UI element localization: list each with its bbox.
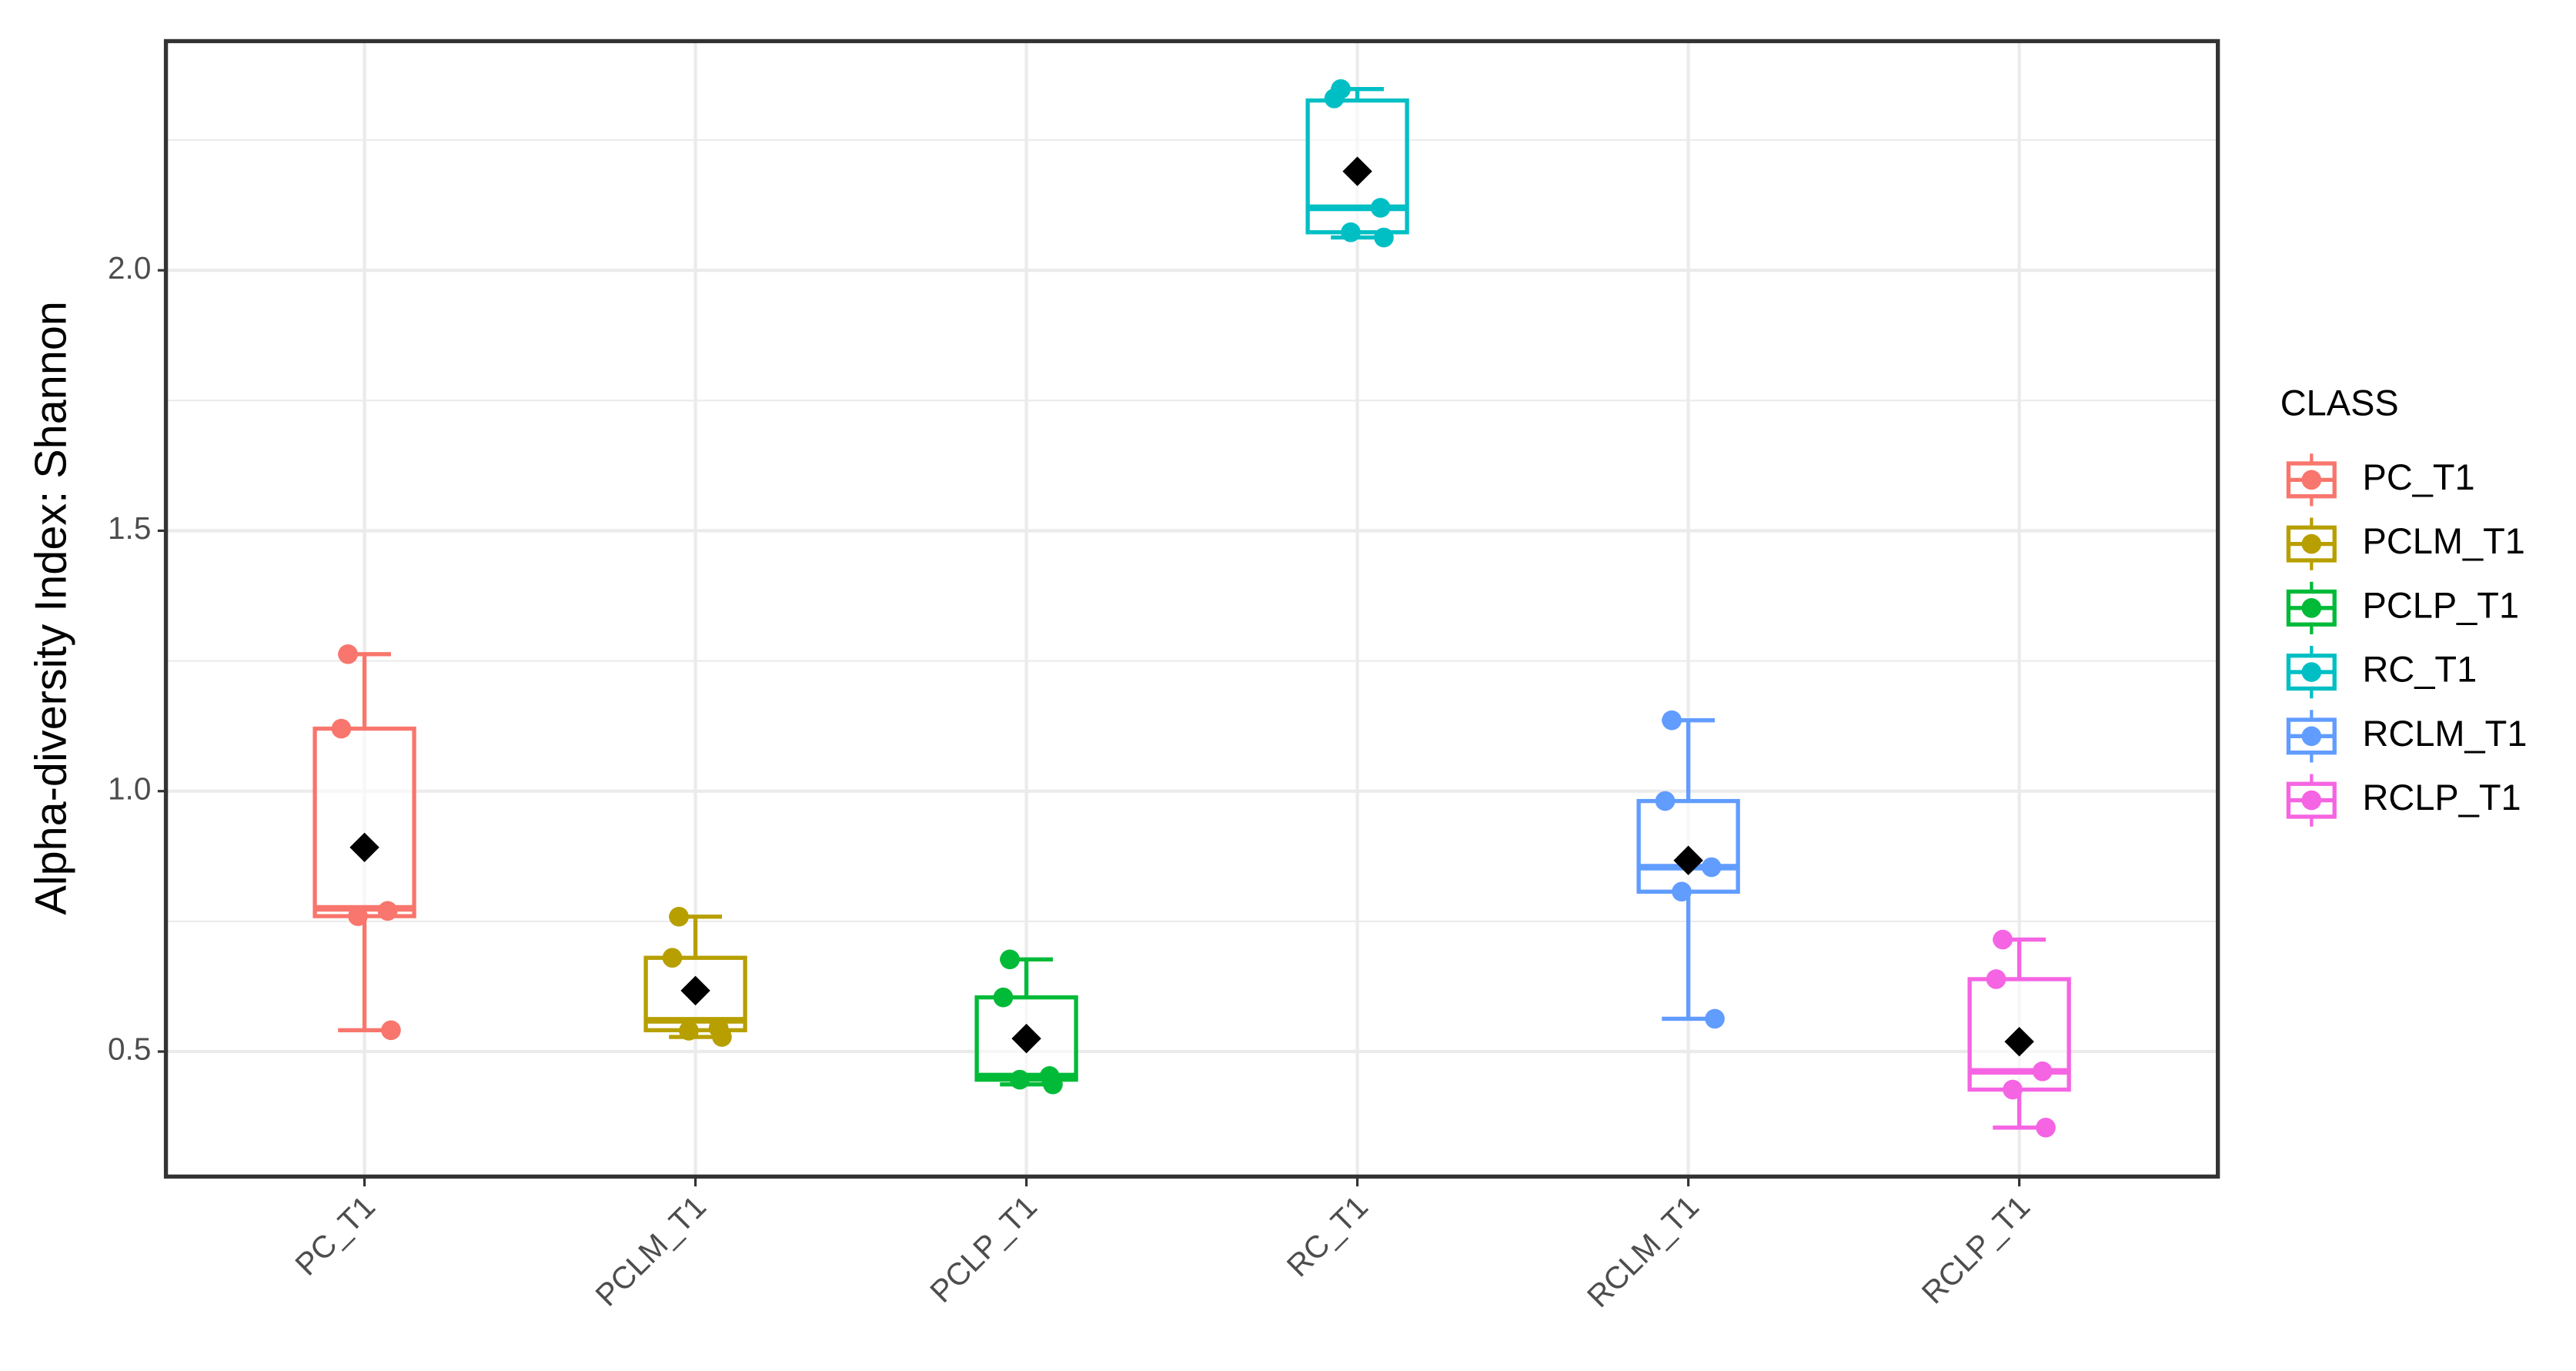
point <box>2032 1061 2053 1082</box>
box-group <box>1305 79 1409 248</box>
point <box>338 644 358 664</box>
legend-point <box>2301 533 2322 554</box>
point <box>1672 881 1692 902</box>
point <box>331 718 352 739</box>
point <box>662 948 683 968</box>
x-tick-label: PCLM_T1 <box>588 1189 713 1313</box>
legend-title: CLASS <box>2280 383 2399 423</box>
legend-label: RCLP_T1 <box>2363 777 2521 818</box>
point <box>1370 198 1391 218</box>
point <box>1324 89 1345 109</box>
mean <box>680 975 710 1006</box>
box <box>312 726 416 918</box>
box-group <box>974 949 1078 1095</box>
legend-point <box>2301 662 2322 682</box>
point <box>1705 1008 1725 1029</box>
legend-label: RC_T1 <box>2363 649 2477 690</box>
y-tick-label: 2.0 <box>108 250 151 286</box>
mean <box>1342 156 1372 186</box>
y-tick-label: 1.0 <box>108 771 151 806</box>
legend-point <box>2301 470 2322 490</box>
point <box>1000 949 1020 970</box>
legend-label: PCLM_T1 <box>2363 520 2525 561</box>
y-tick-label: 1.5 <box>108 510 151 546</box>
x-tick-label: PCLP_T1 <box>923 1189 1044 1309</box>
point <box>679 1021 699 1041</box>
x-tick-label: RC_T1 <box>1280 1189 1375 1283</box>
point <box>1374 227 1394 248</box>
legend-label: RCLM_T1 <box>2363 713 2528 754</box>
legend-label: PC_T1 <box>2363 456 2475 497</box>
x-tick-label: RCLM_T1 <box>1580 1189 1706 1314</box>
point <box>993 987 1014 1008</box>
legend-point <box>2301 598 2322 618</box>
y-tick-label: 0.5 <box>108 1032 151 1067</box>
point <box>1993 929 2013 950</box>
panel-border <box>163 38 2220 1179</box>
point <box>1986 969 2006 989</box>
point <box>1341 222 1361 242</box>
mean <box>1011 1023 1041 1054</box>
box-group <box>643 906 747 1047</box>
box-group <box>1967 929 2071 1138</box>
point <box>712 1027 732 1047</box>
point <box>381 1020 401 1041</box>
point <box>1043 1074 1063 1095</box>
box-group <box>1636 710 1740 1029</box>
box-group <box>312 644 416 1041</box>
legend-point <box>2301 790 2322 811</box>
point <box>2003 1079 2023 1100</box>
y-axis-title: Alpha-diversity Index: Shannon <box>27 301 76 915</box>
point <box>1010 1069 1030 1090</box>
point <box>1701 857 1722 878</box>
point <box>669 906 689 927</box>
point <box>2036 1118 2056 1138</box>
x-tick-label: RCLP_T1 <box>1915 1189 2036 1310</box>
point <box>1662 710 1682 731</box>
point <box>1655 791 1676 811</box>
box <box>974 995 1078 1082</box>
x-tick-label: PC_T1 <box>288 1189 382 1282</box>
point <box>377 901 398 921</box>
legend-label: PCLP_T1 <box>2363 584 2520 625</box>
legend-point <box>2301 726 2322 747</box>
point <box>348 906 368 926</box>
